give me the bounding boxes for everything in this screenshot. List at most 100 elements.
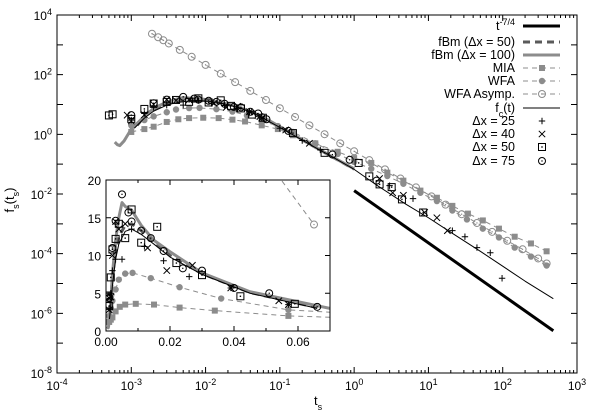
main-data-point <box>479 225 487 232</box>
main-data-point <box>350 147 359 156</box>
main-data-point <box>345 155 354 164</box>
legend-label: fc(t) <box>495 101 515 119</box>
main-data-point <box>258 122 265 129</box>
inset-data-point <box>147 274 154 282</box>
inset-y-tick-label: 0 <box>94 325 101 339</box>
inset-data-point <box>310 220 318 229</box>
main-data-point <box>488 227 497 236</box>
main-data-point <box>498 275 506 282</box>
inset-data-point <box>106 293 114 302</box>
legend-label: fBm (Δx = 50) <box>438 35 515 49</box>
main-data-point <box>511 233 518 240</box>
legend-item-x-50: Δx = 50 <box>472 140 546 154</box>
main-data-point <box>175 45 184 54</box>
main-data-point <box>276 125 284 132</box>
inset-series-wfa-asymp <box>280 180 318 229</box>
main-data-point <box>449 202 456 209</box>
inset-data-point <box>112 308 119 315</box>
main-data-point <box>457 210 466 219</box>
inset-data-point <box>137 226 146 235</box>
inset-plot: 0.00 0.02 0.04 0.06 0 5 10 15 20 <box>88 174 331 349</box>
main-data-point <box>190 94 199 103</box>
inset-x-tick-label: 0.00 <box>94 335 118 349</box>
inset-data-point <box>186 273 193 280</box>
main-series-line <box>131 107 547 266</box>
inset-series-x-75 <box>106 190 322 311</box>
main-data-point <box>320 130 329 139</box>
inset-background <box>106 180 330 331</box>
inset-data-point <box>124 208 133 217</box>
inset-data-point <box>218 295 225 302</box>
x-tick-label: 10-3 <box>121 377 142 393</box>
inset-data-point <box>116 303 123 310</box>
inset-data-point <box>211 307 218 314</box>
main-data-point <box>372 176 381 185</box>
main-data-point <box>380 165 389 174</box>
main-data-point <box>246 107 255 116</box>
main-data-point <box>196 104 203 112</box>
y-tick-label: 10-4 <box>31 246 52 262</box>
x-tick-label: 10-1 <box>269 377 290 393</box>
inset-series-line <box>108 303 330 323</box>
main-data-point <box>433 197 441 205</box>
inset-data-point <box>176 304 183 311</box>
main-data-point <box>179 92 188 101</box>
legend-label: t-7/4 <box>496 17 515 33</box>
main-data-point <box>127 117 135 125</box>
inset-data-point <box>285 306 292 314</box>
y-tick-label: 10-6 <box>31 305 52 321</box>
inset-data-point <box>144 244 152 252</box>
inset-y-tick-label: 20 <box>88 174 102 188</box>
inset-data-point <box>111 216 120 225</box>
main-data-point <box>396 174 405 183</box>
main-data-point <box>229 116 236 123</box>
main-data-point <box>201 60 210 69</box>
main-data-point <box>185 104 193 112</box>
main-data-point <box>220 99 229 108</box>
main-data-point <box>163 118 170 125</box>
main-data-point <box>141 116 148 124</box>
main-data-point <box>317 146 324 154</box>
inset-data-point <box>236 292 245 301</box>
main-data-point <box>449 227 456 234</box>
inset-data-point <box>128 225 135 233</box>
inset-data-point <box>284 301 292 309</box>
main-data-point <box>384 169 391 176</box>
main-data-point <box>147 29 156 38</box>
inset-data-point <box>198 266 206 275</box>
main-data-point <box>305 121 314 130</box>
inset-data-point <box>172 259 181 268</box>
inset-series-x-50 <box>106 205 299 311</box>
inset-x-tick-label: 0.02 <box>158 335 182 349</box>
main-data-point <box>284 126 293 135</box>
main-data-point <box>351 155 358 162</box>
inset-data-point <box>275 297 283 305</box>
main-data-point <box>433 194 440 201</box>
inset-data-point <box>118 190 126 199</box>
main-data-point <box>443 227 451 235</box>
main-data-point <box>187 52 196 61</box>
legend: t-7/4 fBm (Δx = 50)fBm (Δx = 100)MIAWFAWF… <box>431 17 560 168</box>
main-data-point <box>150 123 157 130</box>
inset-data-point <box>112 286 119 293</box>
legend-label: WFA Asymp. <box>444 87 515 101</box>
x-tick-label: 101 <box>419 377 437 393</box>
inset-data-point <box>265 289 274 298</box>
main-data-point <box>384 172 391 180</box>
legend-item-mia: MIA <box>493 61 560 75</box>
legend-item-fbm-x-100: fBm (Δx = 100) <box>431 48 560 62</box>
inset-data-point <box>122 270 129 277</box>
inset-data-point <box>111 234 120 243</box>
main-data-point <box>543 262 550 269</box>
main-data-point <box>368 165 375 172</box>
inset-data-point <box>285 312 292 319</box>
x-tick-label: 10-2 <box>195 377 216 393</box>
legend-item-x-40: Δx = 40 <box>472 127 546 141</box>
main-data-point <box>127 111 136 120</box>
y-axis-label: fs(ts) <box>2 188 21 213</box>
inset-data-point <box>115 276 123 283</box>
main-data-point <box>419 208 428 217</box>
legend-item-fc: fc(t) <box>495 101 560 119</box>
inset-data-point <box>230 283 238 292</box>
